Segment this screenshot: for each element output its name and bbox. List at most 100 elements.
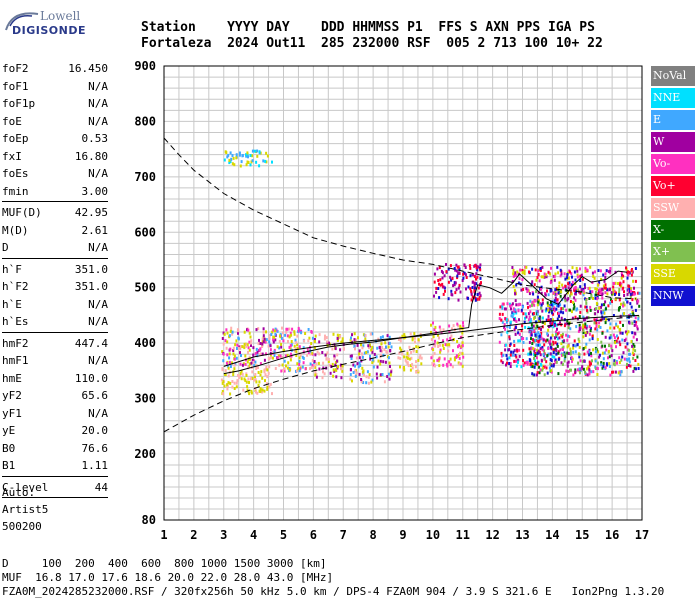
echo-point [246, 151, 249, 155]
echo-point [541, 337, 544, 341]
echo-point [452, 324, 455, 328]
echo-point [552, 348, 555, 352]
echo-point [629, 296, 632, 299]
y-tick-label: 800 [134, 114, 156, 128]
echo-point [556, 327, 558, 331]
echo-point [620, 358, 623, 362]
echo-point [611, 300, 613, 303]
echo-point [248, 392, 251, 396]
echo-point [541, 265, 544, 269]
echo-point [519, 339, 522, 343]
echo-point [524, 325, 527, 329]
echo-point [379, 349, 382, 353]
echo-point [461, 364, 464, 368]
echo-point [548, 307, 551, 311]
echo-point [283, 369, 286, 373]
echo-point [552, 342, 555, 346]
echo-point [443, 286, 446, 290]
echo-point [535, 343, 538, 347]
echo-point [368, 373, 371, 377]
echo-point [479, 263, 482, 267]
echo-point [536, 310, 539, 314]
echo-point [304, 332, 307, 335]
echo-point [341, 339, 344, 343]
echo-point [369, 357, 372, 361]
echo-point [349, 354, 352, 358]
echo-point [341, 337, 344, 341]
echo-point [506, 320, 508, 324]
echo-point [606, 292, 609, 296]
echo-point [269, 348, 272, 352]
echo-point [613, 359, 616, 363]
echo-point [545, 366, 548, 370]
echo-point [564, 297, 567, 301]
echo-point [409, 364, 412, 368]
echo-point [522, 305, 524, 309]
echo-point [451, 277, 454, 280]
echo-point [556, 332, 559, 336]
echo-point [621, 274, 623, 277]
echo-point [541, 348, 544, 352]
echo-point [224, 369, 227, 373]
echo-point [315, 375, 318, 379]
echo-point [437, 345, 440, 348]
echo-point [351, 379, 353, 383]
echo-point [279, 354, 282, 358]
echo-point [536, 348, 539, 352]
echo-point [254, 389, 257, 392]
echo-point [417, 338, 420, 342]
echo-point [266, 385, 269, 389]
echo-point [552, 291, 555, 295]
echo-point [288, 345, 291, 349]
echo-point [513, 349, 516, 353]
echo-point [263, 358, 266, 362]
echo-point [562, 307, 564, 310]
echo-point [409, 332, 412, 336]
echo-point [224, 339, 227, 343]
echo-point [566, 364, 569, 368]
echo-point [520, 308, 523, 312]
echo-point [563, 304, 566, 308]
echo-point [552, 308, 555, 311]
echo-point [602, 311, 605, 315]
echo-point [254, 352, 257, 356]
echo-point [538, 350, 541, 354]
param-label: yF2 [2, 389, 22, 402]
echo-point [459, 351, 461, 355]
param-label: D [2, 241, 9, 254]
echo-point [553, 355, 556, 359]
echo-point [517, 309, 520, 313]
echo-point [261, 376, 264, 380]
echo-point [461, 335, 464, 339]
echo-point [239, 164, 242, 168]
param-label: B1 [2, 459, 16, 472]
echo-point [545, 318, 548, 322]
echo-point [470, 289, 473, 293]
echo-point [265, 338, 268, 342]
echo-point [351, 333, 353, 337]
echo-point [609, 287, 611, 291]
echo-point [534, 268, 537, 272]
echo-point [531, 302, 534, 306]
echo-point [258, 164, 261, 168]
echo-point [540, 306, 543, 310]
echo-point [442, 363, 445, 367]
echo-point [567, 360, 570, 364]
echo-point [336, 333, 339, 337]
echo-point [588, 353, 591, 357]
echo-point [314, 365, 317, 369]
echo-point [438, 266, 441, 270]
echo-point [408, 357, 411, 361]
echo-point [229, 160, 232, 163]
echo-point [511, 353, 514, 357]
echo-point [604, 318, 607, 321]
echo-point [412, 348, 415, 352]
echo-point [613, 293, 616, 296]
echo-point [451, 365, 454, 369]
echo-point [561, 362, 564, 366]
echo-point [456, 274, 459, 278]
echo-point [314, 370, 317, 374]
echo-point [604, 283, 607, 287]
echo-point [241, 363, 244, 367]
echo-point [614, 370, 617, 374]
